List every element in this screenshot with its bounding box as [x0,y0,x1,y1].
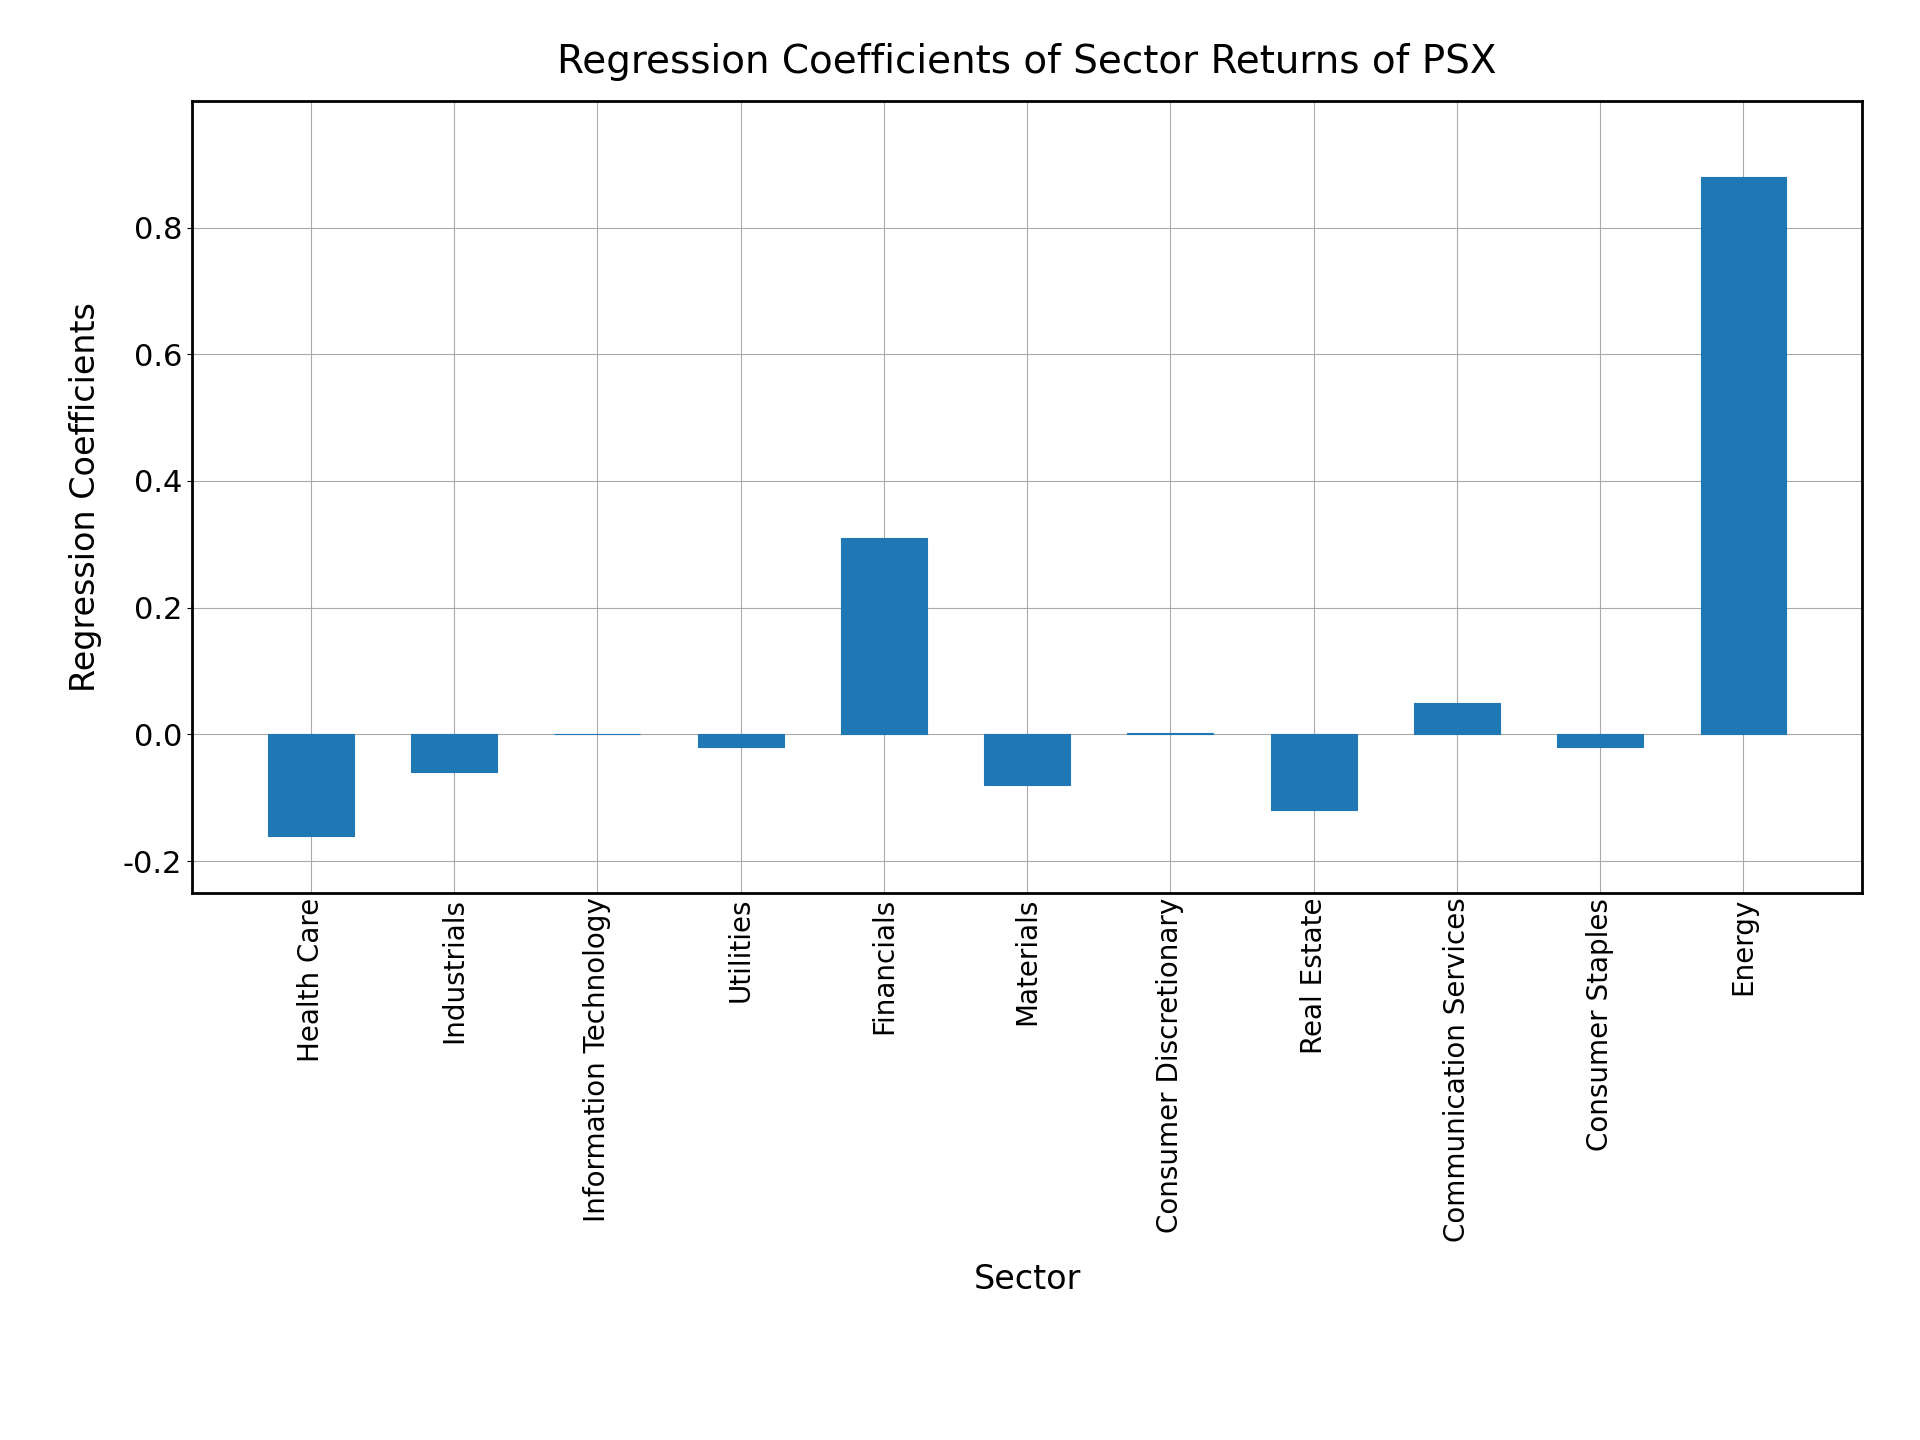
X-axis label: Sector: Sector [973,1263,1081,1296]
Bar [411,734,497,772]
Bar [269,734,353,835]
Bar [1271,734,1357,811]
Bar [1557,734,1644,747]
Bar [1701,177,1786,734]
Bar [841,539,927,734]
Title: Regression Coefficients of Sector Returns of PSX: Regression Coefficients of Sector Return… [557,43,1498,81]
Bar [697,734,783,747]
Y-axis label: Regression Coefficients: Regression Coefficients [69,302,102,691]
Bar [985,734,1069,785]
Bar [1413,703,1500,734]
